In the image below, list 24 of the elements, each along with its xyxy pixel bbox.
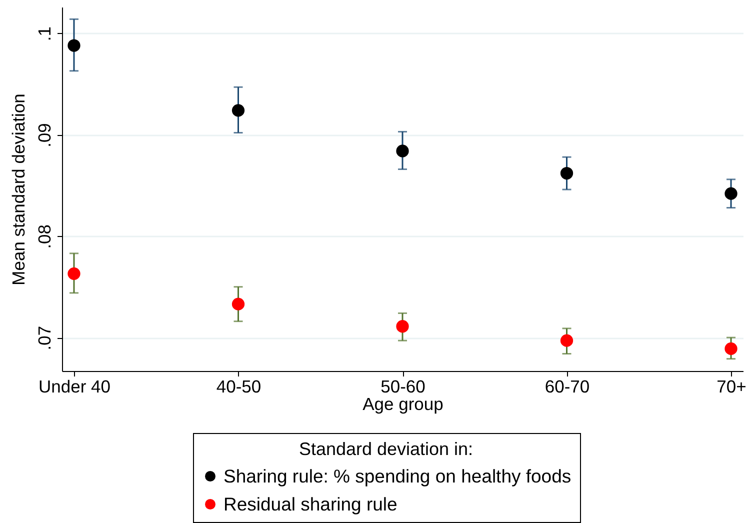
legend-label: Sharing rule: % spending on healthy foods [224, 465, 572, 486]
x-axis-title: Age group [362, 394, 444, 414]
y-axis-title: Mean standard deviation [8, 94, 28, 286]
x-tick-label: Under 40 [38, 376, 111, 396]
x-tick-label: 40-50 [216, 376, 262, 396]
y-tick-label: .07 [34, 326, 54, 350]
point [396, 320, 409, 333]
point [560, 334, 574, 347]
point [232, 104, 245, 117]
y-tick-label: .09 [34, 123, 54, 148]
legend-title: Standard deviation in: [298, 439, 474, 459]
x-tick-label: 70+ [716, 376, 746, 396]
x-tick-label: 60-70 [544, 376, 590, 396]
point [724, 187, 738, 200]
legend-label: Residual sharing rule [224, 493, 398, 514]
point [232, 298, 245, 310]
point [68, 39, 80, 52]
y-tick-label: .08 [34, 224, 54, 249]
y-tick-label: .1 [34, 26, 54, 42]
point [724, 342, 738, 356]
point [396, 144, 409, 158]
point [68, 267, 80, 280]
x-tick-label: 50-60 [380, 376, 426, 396]
point [560, 166, 574, 180]
